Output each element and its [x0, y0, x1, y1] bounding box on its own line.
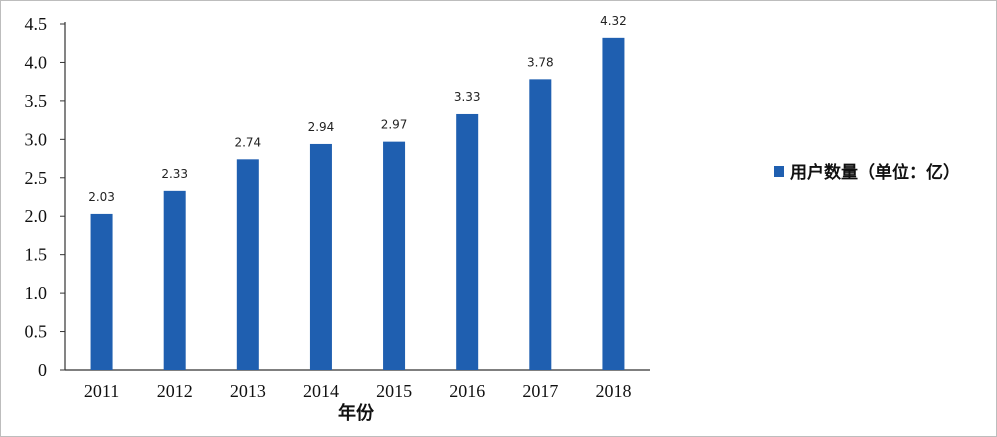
- y-tick-label: 3.0: [25, 129, 48, 149]
- x-tick-labels: 2011 2012 2013 2014 2015 2016 2017 2018: [84, 381, 632, 401]
- x-tick-label: 2016: [449, 381, 485, 401]
- bar: [602, 37, 625, 371]
- bar: [90, 213, 113, 370]
- x-tick-label: 2013: [230, 381, 266, 401]
- x-tick-label: 2014: [303, 381, 339, 401]
- bar: [236, 159, 259, 370]
- data-label: 2.74: [234, 135, 261, 149]
- y-tick-label: 0: [38, 360, 47, 380]
- bars: [90, 37, 625, 371]
- y-tick-label: 2.0: [25, 206, 48, 226]
- data-labels: 2.03 2.33 2.74 2.94 2.97 3.33 3.78 4.32: [88, 14, 627, 204]
- legend-swatch: [774, 166, 784, 177]
- bar: [383, 141, 406, 370]
- data-label: 3.33: [454, 90, 481, 104]
- data-label: 2.03: [88, 190, 115, 204]
- x-axis-title: 年份: [338, 402, 375, 424]
- x-tick-label: 2011: [84, 381, 119, 401]
- x-tick-label: 2018: [595, 381, 631, 401]
- y-tick-labels: 0 0.5 1.0 1.5 2.0 2.5 3.0 3.5 4.0 4.5: [25, 14, 48, 380]
- y-tick-label: 1.5: [25, 245, 48, 265]
- y-tick-label: 4.0: [25, 52, 48, 72]
- bar: [456, 113, 479, 371]
- x-tick-label: 2015: [376, 381, 412, 401]
- axes: [60, 22, 650, 371]
- data-label: 2.33: [161, 167, 188, 181]
- data-label: 4.32: [600, 14, 627, 28]
- y-tick-label: 1.0: [25, 283, 48, 303]
- legend-label: 用户数量（单位：亿）: [790, 162, 960, 183]
- bar: [529, 79, 552, 371]
- y-tick-label: 4.5: [25, 14, 48, 34]
- data-label: 2.94: [308, 120, 335, 134]
- y-tick-label: 0.5: [25, 322, 48, 342]
- data-label: 3.78: [527, 55, 554, 69]
- x-tick-label: 2017: [522, 381, 558, 401]
- y-tick-label: 3.5: [25, 91, 48, 111]
- y-tick-label: 2.5: [25, 168, 48, 188]
- bar: [163, 190, 186, 370]
- legend: 用户数量（单位：亿）: [774, 162, 960, 183]
- bar: [309, 143, 332, 370]
- x-tick-label: 2012: [157, 381, 193, 401]
- data-label: 2.97: [381, 118, 408, 132]
